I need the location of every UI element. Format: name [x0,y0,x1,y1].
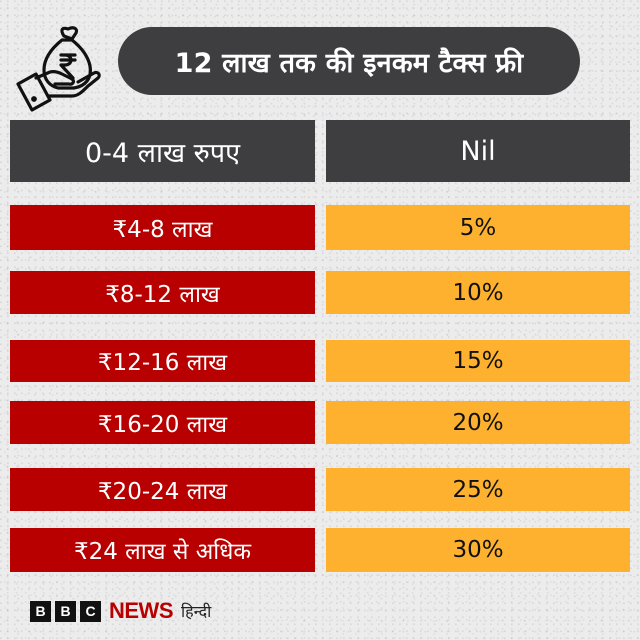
rate-cell-12-16: 15% [326,340,630,382]
rate-cell-16-20: 20% [326,401,630,444]
language-label: हिन्दी [181,602,212,621]
rate-cell-8-12: 10% [326,271,630,314]
slab-cell-8-12: ₹8-12 लाख [10,271,315,314]
header-slab-cell: 0-4 लाख रुपए [10,120,315,182]
rupee-money-bag-on-hand-icon [14,22,106,114]
slab-cell-12-16: ₹12-16 लाख [10,340,315,382]
header-rate-cell: Nil [326,120,630,182]
slab-cell-20-24: ₹20-24 लाख [10,468,315,511]
rate-cell-4-8: 5% [326,205,630,250]
news-wordmark: NEWS [109,598,174,623]
bbc-news-hindi-logo: B B C NEWS हिन्दी [30,598,211,624]
rate-cell-20-24: 25% [326,468,630,511]
page-title: 12 लाख तक की इनकम टैक्स फ्री [118,27,580,95]
slab-cell-16-20: ₹16-20 लाख [10,401,315,444]
slab-cell-4-8: ₹4-8 लाख [10,205,315,250]
bbc-logo-letter-b1: B [30,600,51,622]
slab-cell-above-24: ₹24 लाख से अधिक [10,528,315,572]
bbc-logo-letter-c: C [80,600,101,622]
bbc-logo-letter-b2: B [55,600,76,622]
rate-cell-above-24: 30% [326,528,630,572]
